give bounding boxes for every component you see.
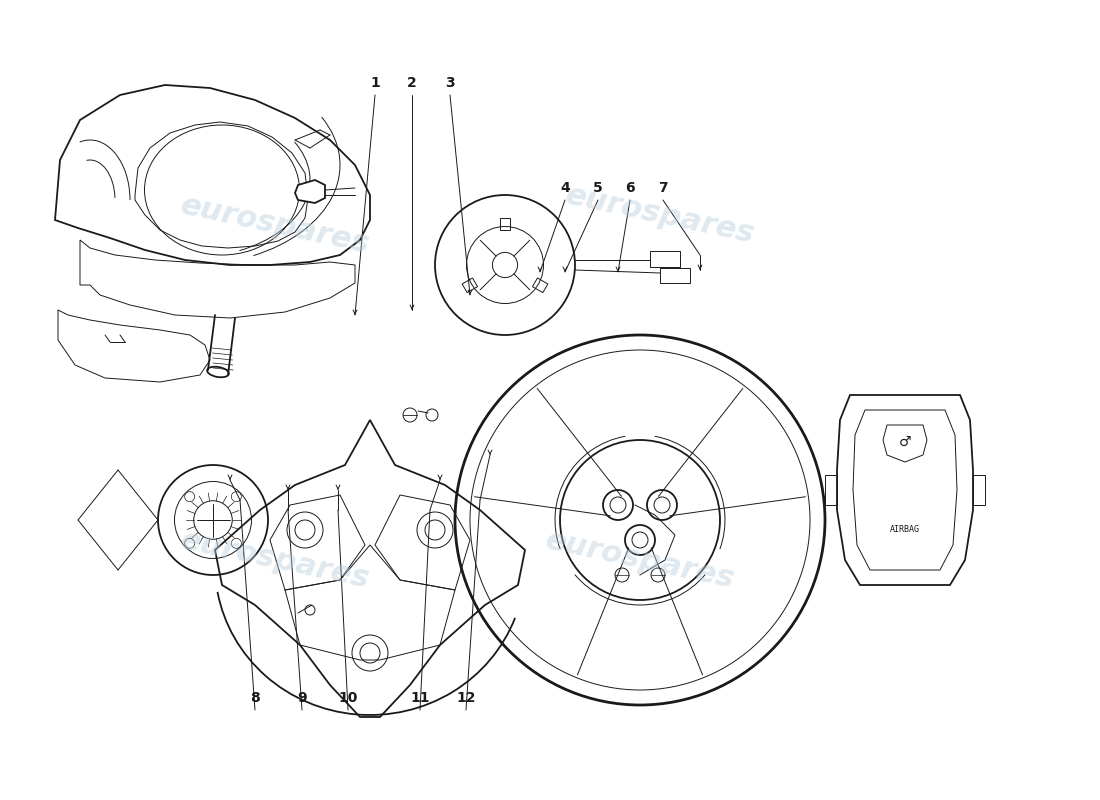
Text: eurospares: eurospares: [563, 181, 757, 250]
Text: ♂: ♂: [899, 435, 911, 449]
Text: 11: 11: [410, 691, 430, 705]
Text: 5: 5: [593, 181, 603, 195]
Bar: [532, 278, 548, 293]
Text: AIRBAG: AIRBAG: [890, 526, 920, 534]
Text: 3: 3: [446, 76, 454, 90]
Text: 9: 9: [297, 691, 307, 705]
Polygon shape: [837, 395, 974, 585]
Text: 1: 1: [370, 76, 379, 90]
Text: 4: 4: [560, 181, 570, 195]
Text: 6: 6: [625, 181, 635, 195]
Text: 12: 12: [456, 691, 475, 705]
Bar: [462, 278, 477, 293]
Text: 10: 10: [339, 691, 358, 705]
Bar: [500, 218, 510, 230]
Text: eurospares: eurospares: [178, 190, 372, 259]
Text: 7: 7: [658, 181, 668, 195]
Text: eurospares: eurospares: [542, 526, 737, 594]
Text: 8: 8: [250, 691, 260, 705]
Text: 2: 2: [407, 76, 417, 90]
Polygon shape: [295, 180, 324, 203]
Text: eurospares: eurospares: [178, 526, 372, 594]
